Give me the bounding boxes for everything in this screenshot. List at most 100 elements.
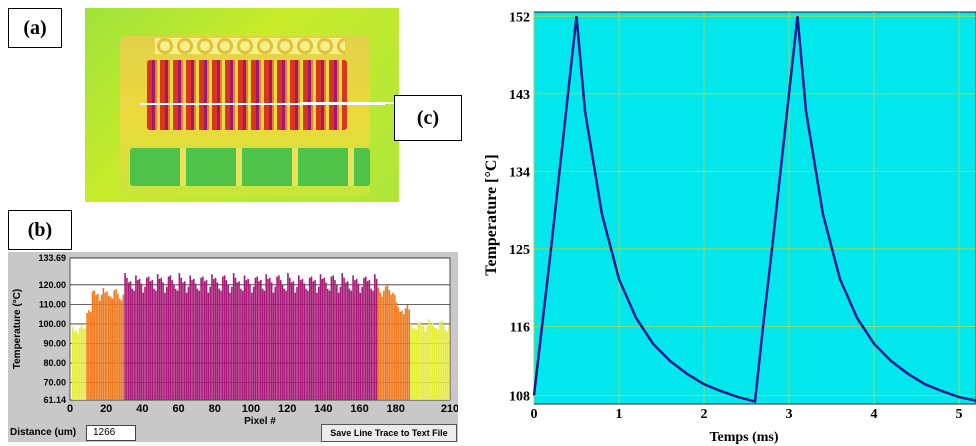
bar: [229, 292, 231, 400]
bar: [131, 288, 134, 400]
x-tick-labels: 0 1 2 3 4 5: [531, 407, 963, 422]
bar: [227, 284, 230, 400]
bar: [274, 286, 277, 400]
bar: [346, 281, 349, 400]
bar: [374, 274, 376, 400]
bar: [348, 288, 351, 400]
bar: [231, 286, 233, 400]
x-axis-label: Temps (ms): [709, 430, 778, 445]
thermal-image: [85, 8, 399, 202]
bar: [368, 280, 371, 400]
bar: [272, 292, 275, 400]
bar: [437, 329, 439, 400]
bar: [399, 311, 401, 400]
bar: [122, 294, 125, 400]
y-tick-labels: 108 116 125 134 143 152: [509, 10, 530, 404]
bar: [404, 308, 407, 400]
bar: [129, 281, 132, 400]
x-tick-label: 140: [314, 403, 332, 415]
bar: [397, 307, 400, 400]
line-trace-marker: [140, 103, 385, 105]
bar: [108, 296, 110, 400]
bar: [412, 328, 414, 400]
bar: [144, 286, 146, 400]
bar: [104, 292, 106, 400]
y-tick-label: 120.00: [38, 280, 66, 290]
bar: [193, 278, 195, 400]
y-tick-label: 70.00: [43, 378, 66, 388]
distance-label: Distance (um): [10, 427, 77, 438]
bar: [319, 274, 322, 400]
bar: [169, 275, 172, 400]
bar: [194, 283, 197, 400]
bar: [88, 310, 90, 400]
bar: [355, 278, 358, 400]
panel-label-c: (c): [394, 95, 462, 141]
bar: [149, 281, 152, 400]
bar: [330, 276, 333, 400]
bar: [222, 276, 224, 400]
bar: [283, 288, 286, 400]
x-tick-labels: 0 20 40 60 80 100 120 140 160 180 210: [67, 403, 458, 415]
bar: [151, 280, 154, 400]
bar: [100, 294, 103, 400]
x-tick-label: 180: [387, 403, 405, 415]
bar: [336, 284, 338, 400]
bar: [305, 288, 307, 400]
bar: [377, 287, 380, 400]
bar: [207, 292, 210, 400]
x-tick-label: 4: [871, 407, 878, 422]
bar: [361, 286, 363, 400]
bar: [109, 296, 112, 400]
bar: [317, 286, 320, 400]
bar: [191, 280, 193, 400]
bar: [339, 286, 342, 400]
line-trace-footer: Distance (um) 1266 Save Line Trace to Te…: [8, 424, 458, 442]
bar: [444, 329, 447, 400]
bar: [430, 323, 432, 400]
bar: [370, 288, 372, 400]
bar: [203, 281, 206, 400]
x-tick-label: 3: [786, 407, 793, 422]
transistor-fingers: [147, 60, 347, 130]
bar: [223, 275, 226, 400]
bar: [156, 274, 159, 400]
bars: [71, 273, 450, 400]
bar: [386, 285, 389, 400]
bar: [216, 282, 219, 400]
bar: [243, 275, 246, 400]
bar: [288, 277, 291, 400]
bar: [435, 327, 438, 400]
bar: [269, 277, 271, 400]
bar: [341, 273, 344, 400]
bar: [419, 321, 421, 400]
bar: [185, 292, 188, 400]
bar: [354, 280, 356, 400]
bar: [200, 277, 202, 400]
save-line-trace-button[interactable]: Save Line Trace to Text File: [321, 424, 457, 442]
distance-input[interactable]: 1266: [86, 425, 136, 441]
y-tick-label: 61.14: [43, 395, 66, 405]
bar: [298, 275, 300, 400]
bar: [332, 275, 334, 400]
bar: [80, 324, 83, 400]
bar: [381, 296, 383, 400]
bar: [155, 290, 157, 400]
bar: [147, 276, 150, 400]
bar: [218, 288, 220, 400]
y-tick-label: 100.00: [38, 319, 66, 329]
bar: [446, 331, 448, 400]
bar: [173, 284, 175, 400]
bar: [310, 276, 313, 400]
bar: [93, 290, 96, 400]
bar: [182, 282, 184, 400]
trace-to-c-line: [300, 102, 394, 104]
bar: [366, 281, 369, 400]
bar: [267, 278, 269, 400]
bar: [250, 292, 253, 400]
bar: [140, 283, 143, 400]
bar: [165, 286, 168, 400]
bar: [212, 278, 215, 400]
bar: [408, 309, 410, 400]
bar: [241, 290, 244, 400]
